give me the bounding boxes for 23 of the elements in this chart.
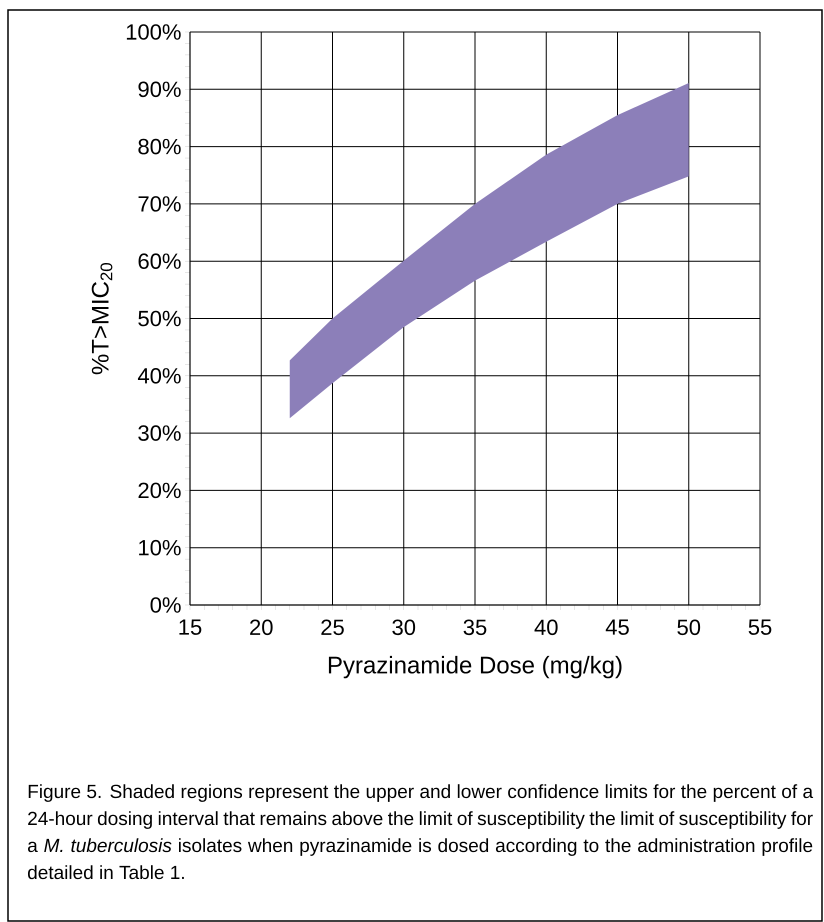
y-tick-label: 10% [139,540,181,556]
x-tick-label: 50 [677,620,700,636]
x-tick-label: 55 [748,620,772,635]
x-tick-label: 30 [392,620,416,636]
y-tick-label: 20% [138,482,181,498]
x-tick-label: 15 [179,620,202,635]
y-tick-label: 100% [126,24,181,40]
y-tick-label: 40% [138,368,181,384]
y-tick-label: 30% [138,425,181,441]
y-tick-label: 90% [138,82,181,98]
x-tick-label: 35 [464,620,486,636]
y-tick-label: 50% [138,310,181,326]
x-tick-label: 20 [250,620,273,636]
caption: Figure 5. Shaded regions represent the upper and lower confidence limits for the percent of a 24-hour dosing interval that remains above the limit of susceptibility the limit of susceptibility for a M. tuberculosis isolates when pyrazinamide is dosed according to the administration profile detailed in Table 1. [28,784,814,880]
x-tick-label: 45 [606,620,629,635]
y-axis-title: %T>MIC$_{20}$ [92,263,112,374]
x-tick-label: 25 [321,620,344,636]
y-tick-label: 0% [150,597,181,613]
y-tick-label: 60% [138,253,181,269]
x-tick-label: 40 [534,620,558,636]
x-axis-title: Pyrazinamide Dose (mg/kg) [328,656,622,678]
y-tick-label: 70% [138,196,181,212]
y-tick-label: 80% [138,138,181,154]
